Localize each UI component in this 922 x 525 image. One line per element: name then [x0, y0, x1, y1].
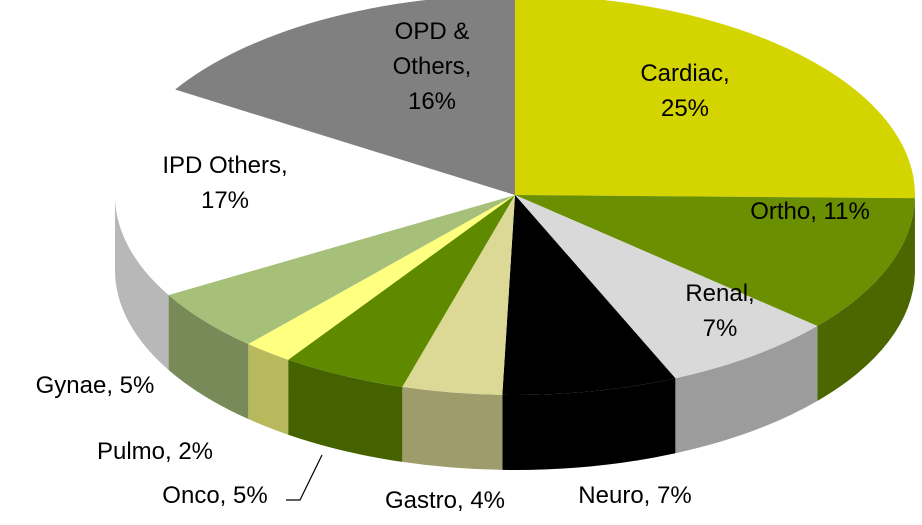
label-line: Ortho, 11% [750, 198, 870, 225]
label-line: 17% [201, 187, 249, 214]
slice-side [288, 359, 403, 462]
data-label: Gynae, 5% [36, 372, 155, 399]
data-labels: Cardiac, 25% Ortho, 11% Renal, 7% Neuro, 7% Ga… [36, 18, 870, 514]
data-label: OPD & Others, 16% [393, 18, 472, 115]
slice: Neuro [502, 195, 676, 395]
label-line: Others, [393, 53, 472, 80]
data-label: Onco, 5% [162, 482, 267, 509]
data-label: IPD Others, 17% [162, 152, 287, 214]
label-line: 16% [408, 88, 456, 115]
label-line: Cardiac, [640, 60, 729, 87]
slice: Ortho [515, 195, 915, 326]
label-line: IPD Others, [162, 152, 287, 179]
label-line: OPD & [395, 18, 470, 45]
label-line: Onco, 5% [162, 482, 267, 509]
pie-tops: CardiacOrthoRenalNeuroGastroOncoPulmoGyn… [114, 0, 915, 395]
slice: Onco [288, 195, 515, 387]
pie-sides [115, 195, 915, 470]
data-label: Ortho, 11% [750, 198, 870, 225]
data-label: Neuro, 7% [578, 482, 691, 509]
slice-side [817, 198, 915, 401]
slice-side [168, 295, 249, 420]
data-label: Gastro, 4% [385, 487, 505, 514]
data-label: Renal, 7% [685, 280, 754, 342]
label-line: Gynae, 5% [36, 372, 155, 399]
label-line: Neuro, 7% [578, 482, 691, 509]
slice-side [115, 195, 169, 370]
label-line: 7% [703, 315, 738, 342]
label-line: Gastro, 4% [385, 487, 505, 514]
slice-side [675, 325, 818, 454]
slice: Renal [515, 195, 818, 379]
leader-line [286, 454, 323, 501]
label-line: Renal, [685, 280, 754, 307]
slice-side [502, 378, 676, 470]
slice-side [248, 344, 289, 435]
slice: IPD Others [114, 89, 515, 296]
data-label: Cardiac, 25% [640, 60, 729, 122]
slice: OPD & Others [175, 0, 515, 195]
slice: Cardiac [515, 0, 915, 199]
slice-side [402, 386, 503, 470]
slice: Pulmo [248, 195, 515, 360]
label-line: 25% [661, 95, 709, 122]
label-line: Pulmo, 2% [97, 438, 213, 465]
slice: Gynae [168, 195, 515, 345]
slice: Gastro [402, 195, 515, 395]
data-label: Pulmo, 2% [97, 438, 213, 465]
